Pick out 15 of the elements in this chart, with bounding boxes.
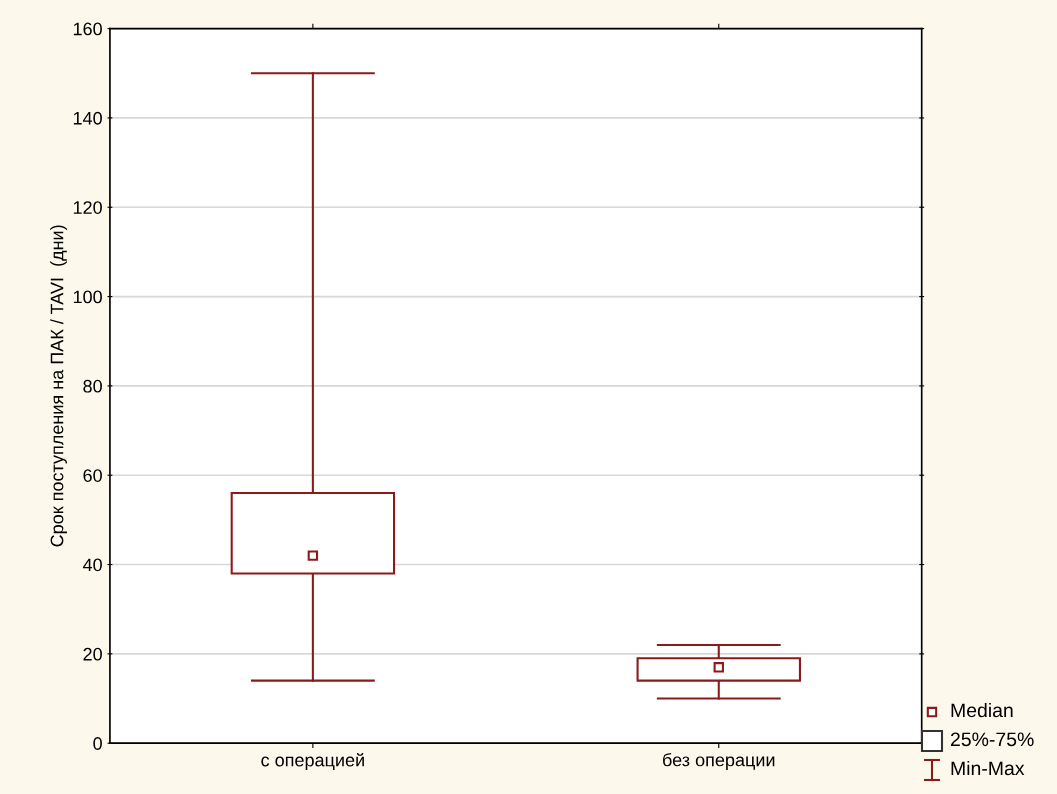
y-axis-title: Срок поступления на ПАК / TAVI (дни): [50, 225, 67, 547]
y-tick-label: 60: [83, 469, 102, 482]
text: Min-Max: [951, 760, 1025, 776]
x-tick-label: с операцией: [261, 752, 364, 771]
y-tick-label: 140: [73, 111, 102, 125]
y-tick-label: 80: [83, 379, 102, 393]
y-tick-label: 20: [83, 647, 102, 661]
text: 25%-75%: [950, 732, 1034, 747]
y-tick-label: 40: [82, 558, 102, 572]
y-tick-label: 100: [73, 290, 102, 304]
y-tick-label: 160: [73, 22, 102, 36]
x-tick-label: без операции: [663, 752, 775, 770]
y-tick-label: 120: [73, 201, 102, 214]
text: Median: [951, 702, 1013, 718]
y-tick-label: 0: [93, 737, 102, 750]
